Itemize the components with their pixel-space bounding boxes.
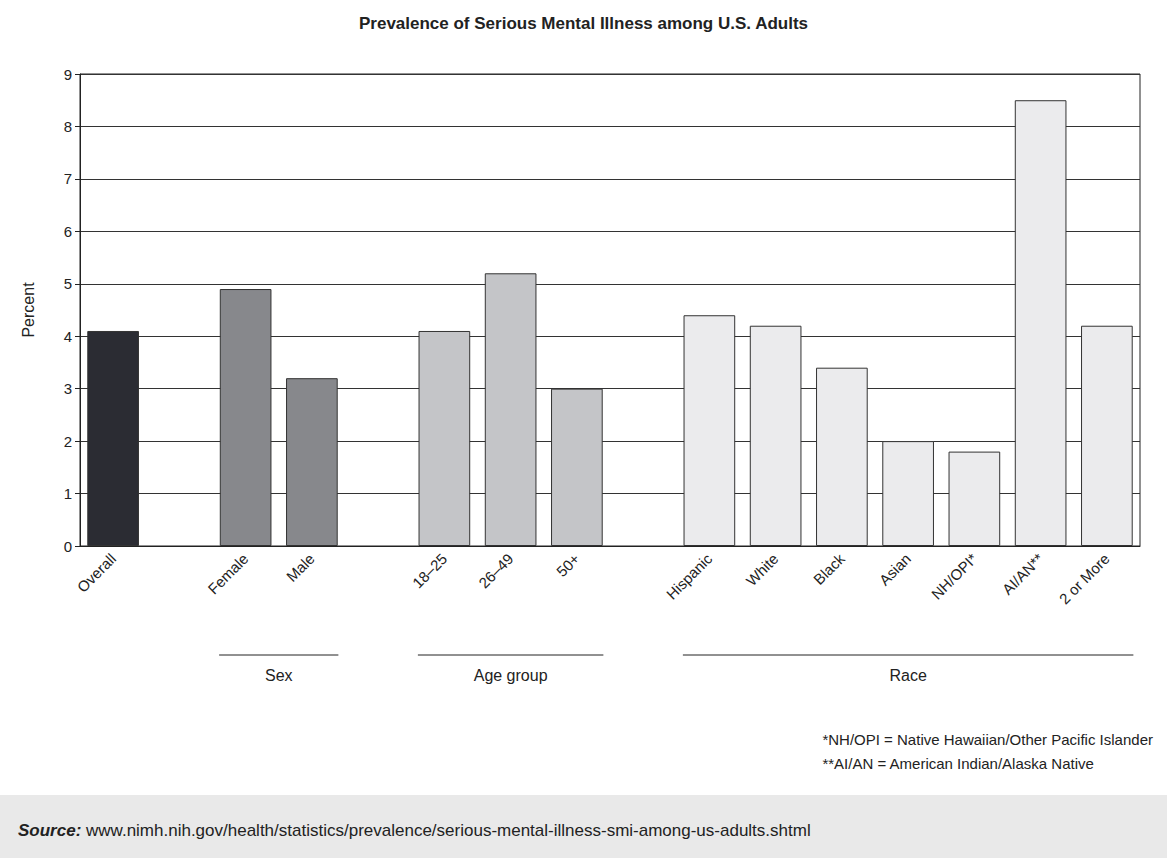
- svg-text:Female: Female: [204, 550, 251, 597]
- svg-text:5: 5: [64, 275, 72, 292]
- svg-text:White: White: [743, 550, 782, 589]
- svg-text:4: 4: [64, 328, 72, 345]
- svg-text:18–25: 18–25: [409, 550, 450, 591]
- svg-text:50+: 50+: [553, 550, 583, 580]
- svg-text:1: 1: [64, 485, 72, 502]
- svg-text:26–49: 26–49: [475, 550, 516, 591]
- svg-text:Race: Race: [889, 667, 926, 684]
- html-text:**AI/AN = American Indian/Alas: **AI/AN = American Indian/Alaska Native: [822, 755, 1094, 772]
- html-text:Source: www.nimh.nih.gov/healt: Source: www.nimh.nih.gov/health/statisti…: [18, 821, 811, 840]
- svg-text:Black: Black: [810, 550, 848, 588]
- svg-text:2: 2: [64, 433, 72, 450]
- svg-text:AI/AN**: AI/AN**: [999, 550, 1047, 598]
- svg-text:9: 9: [64, 66, 72, 83]
- svg-text:Age group: Age group: [474, 667, 548, 684]
- svg-text:NH/OPI*: NH/OPI*: [928, 550, 981, 603]
- svg-text:7: 7: [64, 170, 72, 187]
- svg-text:Percent: Percent: [20, 282, 37, 338]
- html-text:*NH/OPI = Native Hawaiian/Othe: *NH/OPI = Native Hawaiian/Other Pacific …: [822, 731, 1153, 748]
- svg-text:2 or More: 2 or More: [1056, 550, 1113, 607]
- svg-text:Prevalence of Serious Mental I: Prevalence of Serious Mental Illness amo…: [359, 14, 808, 33]
- svg-text:Sex: Sex: [265, 667, 293, 684]
- svg-text:6: 6: [64, 223, 72, 240]
- svg-text:Hispanic: Hispanic: [663, 550, 716, 603]
- svg-text:Male: Male: [283, 550, 318, 585]
- svg-text:Asian: Asian: [876, 550, 915, 589]
- svg-text:3: 3: [64, 380, 72, 397]
- svg-text:Overall: Overall: [74, 550, 120, 596]
- svg-text:0: 0: [64, 538, 72, 555]
- svg-text:8: 8: [64, 118, 72, 135]
